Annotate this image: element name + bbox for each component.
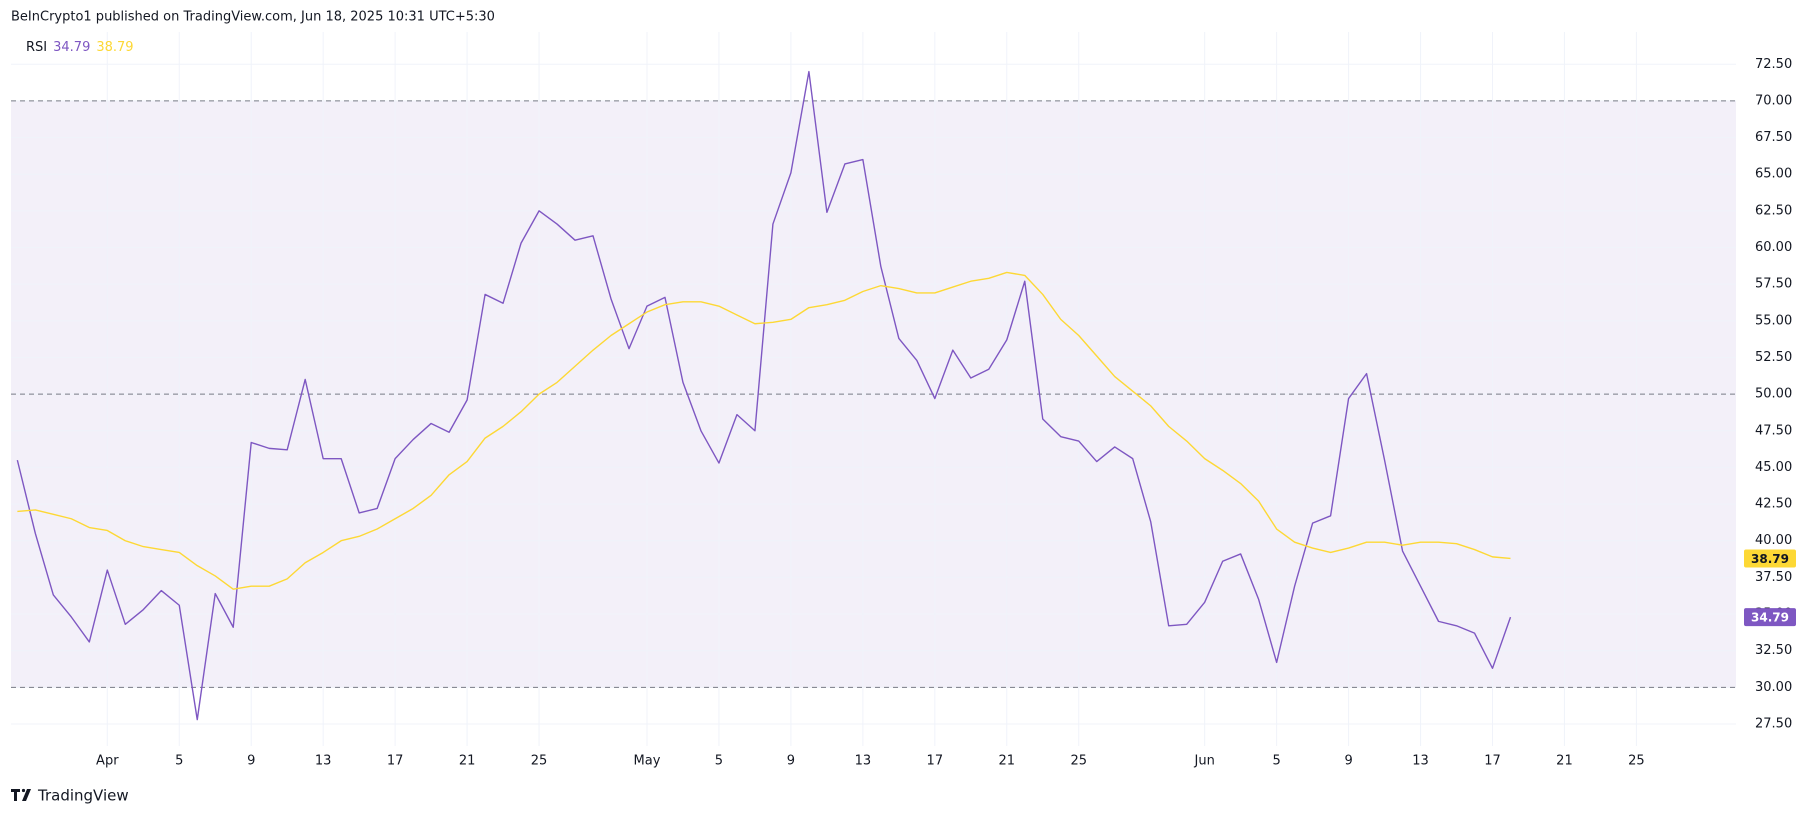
x-tick-label: 9 [247,754,255,769]
footer-brand: TradingView [37,787,129,805]
y-tick-label: 72.50 [1755,57,1792,72]
x-tick-label: 9 [787,754,795,769]
x-tick-label: 13 [1412,754,1429,769]
x-tick-label: 5 [1272,754,1280,769]
y-tick-label: 70.00 [1755,93,1792,108]
x-tick-label: 21 [459,754,476,769]
last-value-label: 38.79 [1751,552,1789,566]
x-tick-label: 17 [927,754,944,769]
tradingview-logo [11,788,31,801]
series-line [17,271,1511,590]
last-value-label: 34.79 [1751,611,1789,625]
x-tick-label: 13 [315,754,332,769]
y-tick-label: 42.50 [1755,497,1792,512]
last-value-tag [1744,608,1796,627]
y-tick-label: 45.00 [1755,460,1792,475]
x-tick-label: 25 [1070,754,1087,769]
y-tick-label: 50.00 [1755,387,1792,402]
y-tick-label: 55.00 [1755,313,1792,328]
y-tick-label: 37.50 [1755,570,1792,585]
x-tick-label: 25 [531,754,548,769]
header: BeInCrypto1 published on TradingView.com… [11,10,495,25]
x-tick-label: May [634,754,661,769]
y-tick-label: 47.50 [1755,423,1792,438]
y-tick-label: 65.00 [1755,167,1792,182]
y-tick-label: 62.50 [1755,203,1792,218]
last-value-tag [1744,549,1796,568]
x-tick-label: Jun [1194,754,1215,769]
y-tick-label: 27.50 [1755,717,1792,732]
y-tick-label: 67.50 [1755,130,1792,145]
legend-value: 34.79 [53,40,90,55]
y-tick-label: 32.50 [1755,643,1792,658]
legend: RSI 34.79 38.79 [26,40,134,55]
x-tick-label: 17 [387,754,404,769]
y-tick-label: 57.50 [1755,277,1792,292]
y-tick-label: 30.00 [1755,680,1792,695]
x-tick-label: 21 [999,754,1016,769]
y-tick-label: 52.50 [1755,350,1792,365]
y-tick-label: 40.00 [1755,533,1792,548]
x-tick-label: 9 [1344,754,1352,769]
legend-value: 38.79 [96,40,133,55]
legend-name: RSI [26,40,47,55]
x-tick-label: Apr [96,754,119,769]
x-tick-label: 13 [855,754,872,769]
x-tick-label: 25 [1628,754,1645,769]
series-line [16,70,1512,721]
x-tick-label: 5 [715,754,723,769]
x-tick-label: 17 [1484,754,1501,769]
x-tick-label: 5 [175,754,183,769]
x-tick-label: 21 [1556,754,1573,769]
y-tick-label: 60.00 [1755,240,1792,255]
